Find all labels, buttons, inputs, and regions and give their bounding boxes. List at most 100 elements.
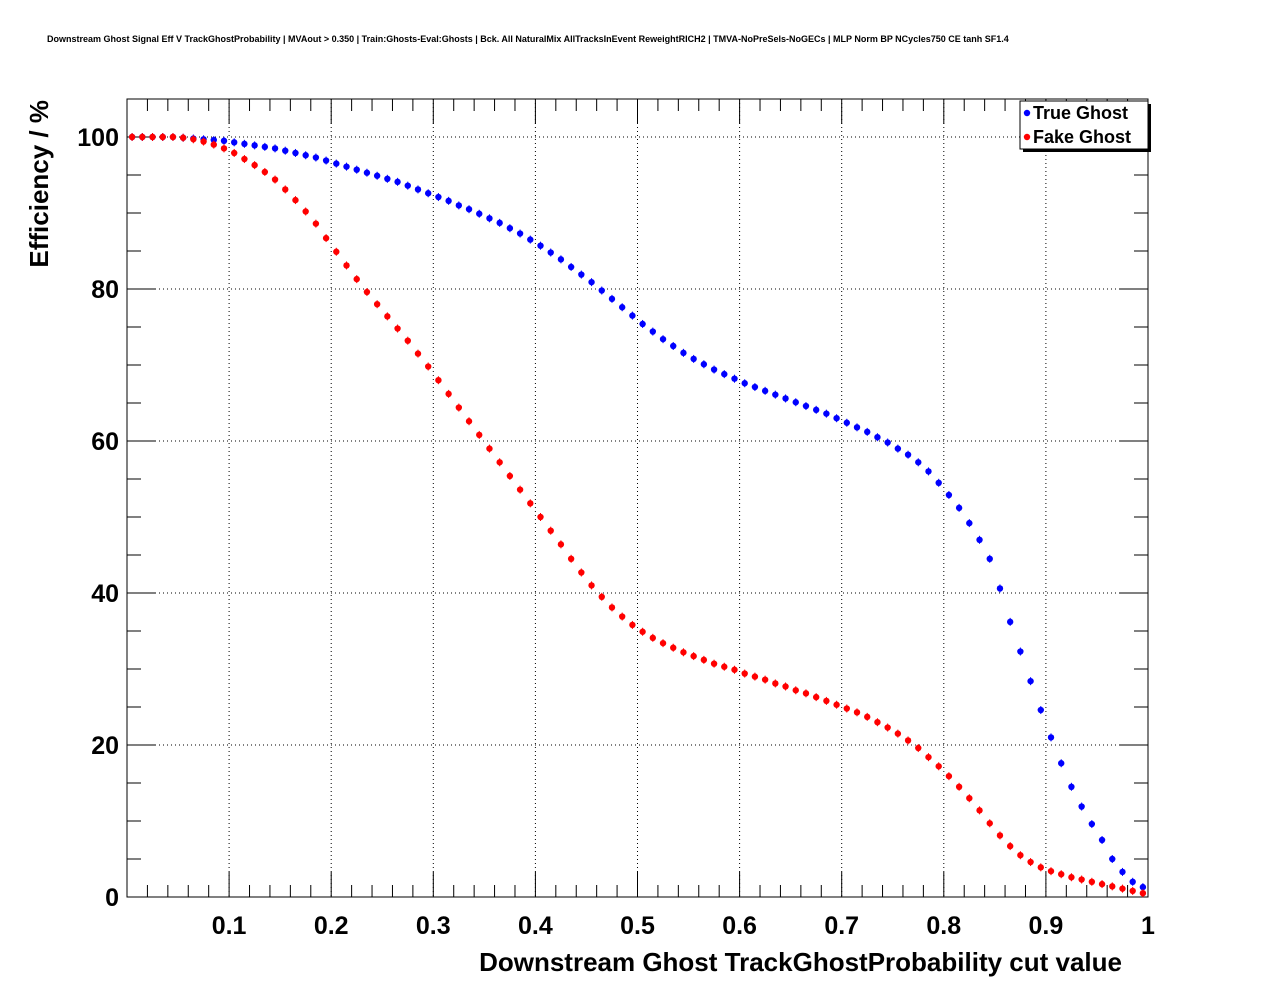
true-ghost-point: [292, 149, 299, 157]
x-tick-label: 0.8: [926, 912, 961, 940]
fake-ghost-point: [557, 541, 565, 548]
fake-ghost-point: [884, 724, 891, 731]
fake-ghost-point: [169, 133, 177, 141]
fake-ghost-point: [363, 288, 371, 296]
fake-ghost-point: [833, 701, 840, 708]
chart-title: Downstream Ghost Signal Eff V TrackGhost…: [47, 34, 1009, 44]
true-ghost-point: [925, 468, 932, 475]
fake-ghost-point: [945, 772, 953, 780]
fake-ghost-point: [190, 136, 197, 143]
fake-ghost-point: [1098, 880, 1106, 888]
fake-ghost-point: [455, 404, 463, 411]
true-ghost-point: [373, 172, 381, 179]
true-ghost-point: [261, 143, 269, 151]
true-ghost-point: [353, 166, 360, 173]
true-ghost-point: [608, 295, 616, 303]
fake-ghost-point: [1058, 871, 1065, 878]
fake-ghost-point: [915, 744, 922, 752]
fake-ghost-point: [394, 325, 401, 332]
fake-ghost-point: [588, 582, 595, 589]
true-ghost-point: [966, 519, 973, 527]
fake-ghost-point: [710, 660, 718, 667]
true-ghost-point: [649, 328, 657, 335]
true-ghost-point: [567, 263, 575, 271]
y-tick-label: 40: [91, 580, 119, 608]
fake-ghost-point: [782, 683, 789, 690]
true-ghost-point: [476, 210, 483, 217]
true-ghost-point: [496, 219, 503, 227]
true-ghost-point: [486, 215, 493, 222]
fake-ghost-point: [292, 196, 299, 204]
true-ghost-point: [976, 536, 983, 543]
fake-ghost-point: [976, 807, 983, 814]
true-ghost-point: [1017, 648, 1024, 655]
fake-ghost-point: [282, 186, 289, 193]
fake-ghost-point: [333, 248, 340, 255]
y-axis-title: Efficiency / %: [24, 100, 54, 268]
fake-ghost-point: [1006, 842, 1014, 850]
true-ghost-point: [588, 278, 595, 286]
true-ghost-point: [751, 383, 759, 391]
x-tick-label: 0.5: [620, 912, 655, 940]
fake-ghost-point: [741, 670, 748, 677]
fake-ghost-point: [1139, 890, 1147, 897]
true-ghost-point: [690, 355, 697, 363]
fake-ghost-point: [527, 500, 534, 507]
true-ghost-point: [241, 140, 248, 148]
true-ghost-point: [1119, 868, 1126, 876]
fake-ghost-point: [966, 795, 973, 802]
x-tick-label: 0.1: [212, 912, 247, 940]
fake-ghost-point: [476, 431, 483, 439]
fake-ghost-point: [1027, 858, 1034, 866]
true-ghost-point: [547, 249, 554, 256]
true-ghost-point: [700, 361, 708, 368]
legend-box: [1019, 100, 1149, 150]
fake-ghost-point: [1119, 885, 1126, 892]
legend-marker-true-ghost: [1023, 109, 1031, 117]
fake-ghost-point: [414, 350, 422, 357]
y-tick-labels: 0 20 40 60 80 100: [77, 124, 119, 912]
true-ghost-point: [864, 428, 871, 436]
true-ghost-point: [455, 202, 463, 209]
true-ghost-point: [506, 225, 514, 232]
true-ghost-point: [629, 312, 636, 319]
true-ghost-point: [792, 399, 799, 406]
true-ghost-point: [210, 136, 217, 144]
x-tick-label: 0.7: [824, 912, 859, 940]
true-ghost-point: [1088, 820, 1096, 828]
true-ghost-point: [1129, 878, 1136, 885]
true-ghost-point: [231, 139, 238, 146]
data-points: [128, 133, 1147, 898]
true-ghost-point: [384, 175, 391, 182]
x-tick-label: 0.2: [314, 912, 349, 940]
y-tick-label: 100: [77, 124, 119, 152]
true-ghost-point: [843, 419, 851, 426]
fake-ghost-point: [1078, 876, 1085, 883]
true-ghost-point: [761, 387, 769, 395]
fake-ghost-point: [700, 656, 708, 664]
fake-ghost-point: [629, 621, 636, 629]
true-ghost-point: [618, 304, 626, 311]
fake-ghost-point: [608, 604, 616, 611]
fake-ghost-point: [772, 680, 779, 687]
true-ghost-point: [639, 320, 646, 328]
grid-lines: [127, 99, 1148, 897]
fake-ghost-point: [424, 363, 432, 370]
true-ghost-point: [894, 445, 902, 452]
true-ghost-point: [220, 137, 228, 144]
true-ghost-point: [935, 479, 942, 486]
true-ghost-point: [680, 349, 687, 357]
fake-ghost-point: [231, 149, 238, 157]
true-ghost-point: [802, 402, 810, 410]
true-ghost-point: [915, 459, 922, 466]
fake-ghost-point: [353, 275, 360, 283]
true-ghost-point: [833, 415, 840, 422]
fake-ghost-point: [578, 569, 585, 576]
legend-label-true-ghost: True Ghost: [1033, 103, 1128, 123]
fake-ghost-point: [853, 709, 861, 716]
true-ghost-point: [424, 190, 432, 197]
fake-ghost-point: [935, 763, 942, 770]
true-ghost-point: [394, 178, 401, 186]
fake-ghost-point: [200, 138, 207, 145]
